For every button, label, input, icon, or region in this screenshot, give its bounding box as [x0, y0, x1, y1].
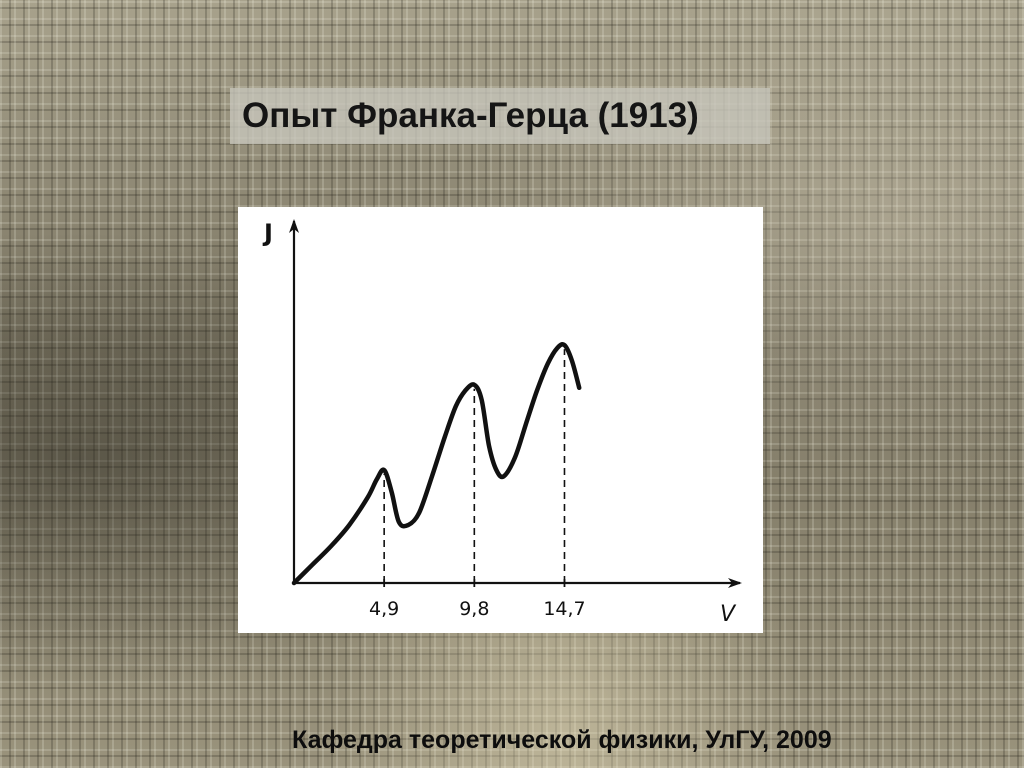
x-tick-label-1: 4,9 [369, 598, 399, 620]
chart-svg: J V 4,9 9,8 14,7 [262, 219, 742, 627]
x-axis-label: V [720, 602, 737, 627]
current-voltage-curve [291, 342, 582, 586]
dashed-guides [383, 349, 566, 587]
franck-hertz-chart: J V 4,9 9,8 14,7 [238, 207, 763, 633]
y-axis-label: J [262, 219, 273, 247]
x-tick-labels: 4,9 9,8 14,7 [369, 598, 586, 620]
title-box: Опыт Франка-Герца (1913) [230, 88, 770, 144]
footer-credit: Кафедра теоретической физики, УлГУ, 2009 [292, 726, 832, 754]
slide-title: Опыт Франка-Герца (1913) [242, 96, 699, 135]
x-tick-label-2: 9,8 [459, 598, 489, 620]
x-tick-label-3: 14,7 [543, 598, 585, 620]
